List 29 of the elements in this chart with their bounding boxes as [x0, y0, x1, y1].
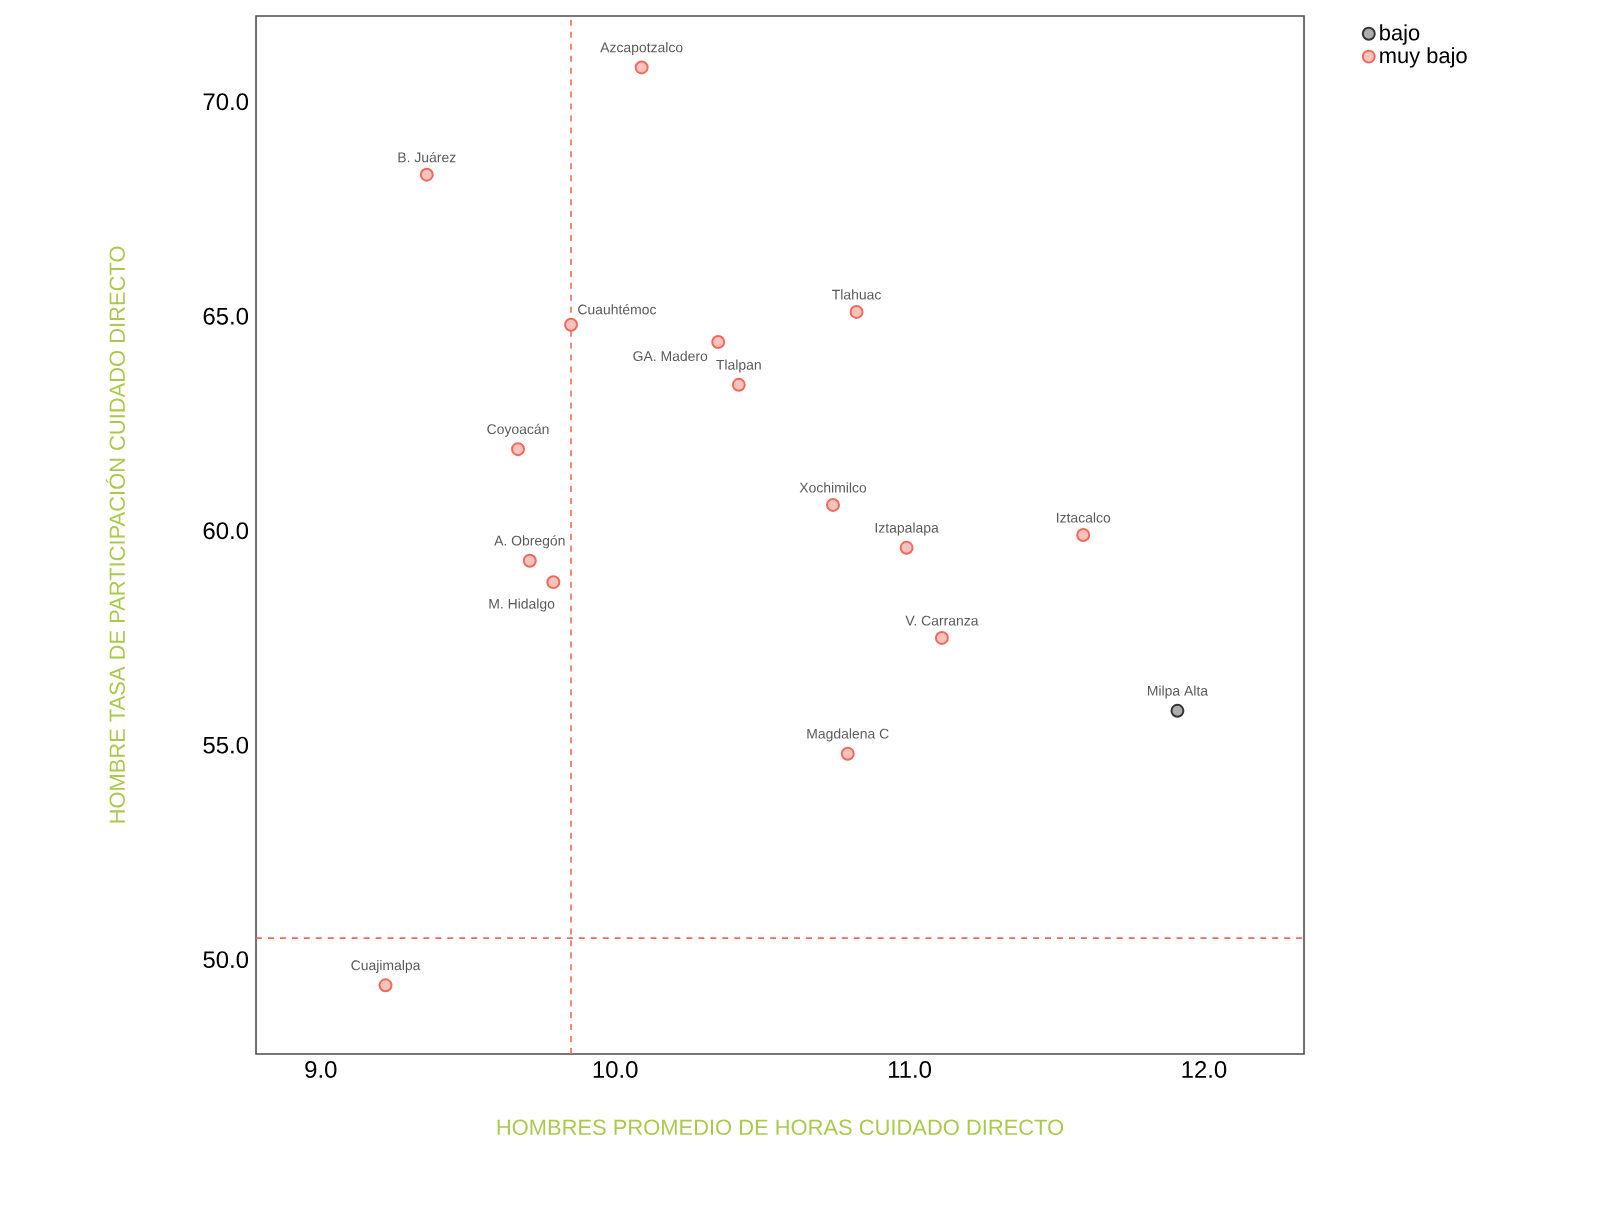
- point: [899, 540, 914, 555]
- y-axis-title: HOMBRE TASA DE PARTICIPACIÓN CUIDADO DIRECTO: [105, 246, 125, 823]
- point: [378, 978, 393, 993]
- point: [511, 442, 525, 457]
- point: [934, 630, 949, 645]
- x-tick-label: 10.0: [593, 1061, 638, 1078]
- y-tick-label: 60.0: [203, 522, 249, 540]
- point: [634, 60, 649, 75]
- x-tick-label: 9.0: [305, 1061, 337, 1078]
- point: [1170, 703, 1185, 718]
- point: [826, 497, 840, 512]
- point: [1076, 527, 1091, 542]
- y-tick-label: 65.0: [203, 307, 249, 325]
- point: [419, 167, 434, 182]
- x-axis-title: HOMBRES PROMEDIO DE HORAS CUIDADO DIRECTO: [497, 1119, 1064, 1136]
- y-tick-label: 50.0: [203, 951, 249, 969]
- x-tick-label: 12.0: [1182, 1061, 1227, 1078]
- point: [564, 317, 578, 332]
- point: [546, 575, 561, 590]
- legend-label: bajo: [1380, 24, 1420, 45]
- legend-label: muy bajo: [1380, 47, 1467, 68]
- point: [840, 746, 855, 761]
- y-tick-label: 70.0: [203, 93, 249, 111]
- point: [849, 304, 864, 319]
- point: [731, 377, 746, 392]
- point: [522, 553, 537, 568]
- y-tick-label: 55.0: [203, 736, 249, 754]
- x-tick-label: 11.0: [888, 1061, 932, 1078]
- point: [711, 334, 726, 349]
